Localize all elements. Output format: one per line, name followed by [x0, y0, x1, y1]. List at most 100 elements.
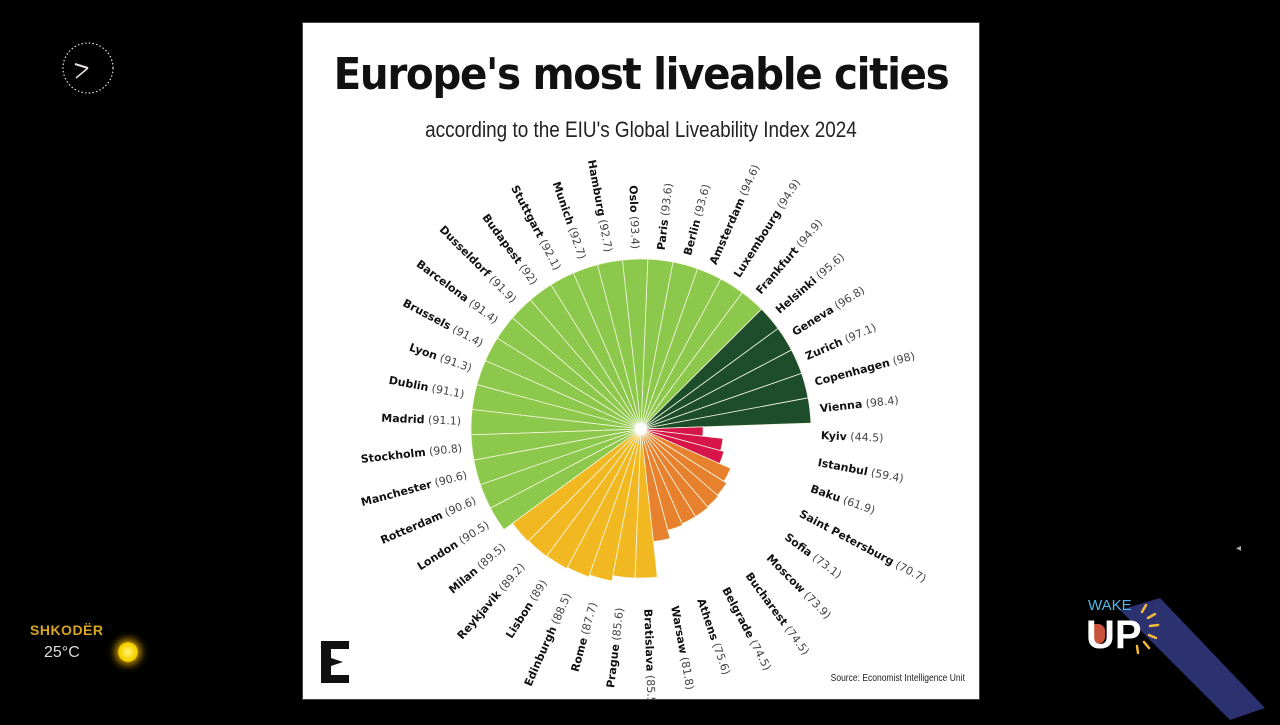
label-saint-petersburg: Saint Petersburg (70.7) — [797, 507, 928, 585]
city-score: (75.6) — [709, 638, 733, 677]
label-athens: Athens (75.6) — [694, 597, 732, 677]
city-name: Moscow — [764, 552, 808, 596]
city-name: Oslo — [626, 185, 640, 213]
chart-subtitle: according to the EIU's Global Liveabilit… — [425, 117, 857, 142]
city-name: Reykjavik — [455, 588, 504, 642]
city-name: London — [415, 538, 461, 573]
city-score: (90.8) — [425, 442, 463, 459]
city-score: (70.7) — [890, 557, 928, 586]
city-score: (88.5) — [547, 591, 574, 630]
city-score: (98) — [888, 349, 917, 368]
chart-center — [635, 423, 647, 435]
city-score: (87.7) — [578, 601, 600, 640]
label-berlin: Berlin (93.6) — [681, 183, 713, 257]
city-name: Berlin — [681, 218, 703, 257]
city-name: Stuttgart — [508, 183, 546, 240]
infographic-card: Europe's most liveable cities according … — [302, 22, 980, 700]
wedge-moscow — [640, 428, 720, 508]
logo-up: UP — [1086, 613, 1142, 657]
city-score: (61.9) — [838, 493, 877, 517]
city-score: (74.5) — [745, 634, 774, 672]
polar-chart: Vienna (98.4) Copenhagen (98)Zurich (97.1… — [360, 159, 929, 699]
city-score: (90.6) — [439, 494, 478, 520]
label-vienna: Vienna (98.4) — [819, 394, 899, 416]
city-score: (81.8) — [677, 653, 697, 691]
wake-up-logo: WAKE UP — [1080, 590, 1280, 720]
source-note: Source: Economist Intelligence Unit — [830, 673, 965, 684]
sun-icon — [118, 642, 138, 662]
chart-title: Europe's most liveable cities — [333, 49, 950, 100]
city-score: (85.6) — [609, 607, 626, 645]
city-score: (90.5) — [454, 518, 492, 548]
city-name: Kyiv — [821, 429, 848, 443]
city-name: Lisbon — [503, 600, 536, 641]
city-score: (89.5) — [472, 541, 508, 575]
clock-icon — [62, 42, 114, 94]
city-score: (93.6) — [658, 182, 675, 220]
city-score: (95.6) — [811, 250, 847, 284]
city-name: Istanbul — [817, 456, 869, 478]
label-copenhagen: Copenhagen (98) — [813, 349, 916, 388]
wedge-sofia — [640, 428, 728, 496]
wedge-edinburgh — [566, 428, 642, 578]
city-score: (92.7) — [595, 215, 615, 253]
city-name: Warsaw — [668, 605, 690, 655]
label-warsaw: Warsaw (81.8) — [668, 605, 696, 691]
city-name: Barcelona — [414, 258, 471, 305]
city-name: Prague — [604, 643, 622, 688]
city-name: Hamburg — [585, 159, 608, 218]
city-score: (98.4) — [862, 394, 900, 411]
city-score: (73.9) — [799, 587, 834, 622]
city-name: Rotterdam — [379, 509, 445, 547]
city-name: Paris — [655, 218, 672, 251]
wedge-rome — [588, 428, 642, 582]
economist-logo: E — [319, 641, 351, 683]
city-name: Madrid — [381, 412, 425, 427]
city-name: Rome — [569, 636, 591, 673]
cursor-icon: ◂ — [1236, 543, 1242, 554]
city-score: (92.1) — [535, 234, 564, 272]
city-name: Zurich — [803, 335, 844, 363]
city-score: (91.4) — [463, 294, 500, 326]
label-hamburg: Hamburg (92.7) — [585, 159, 615, 253]
city-name: Budapest — [480, 211, 525, 266]
label-baku: Baku (61.9) — [809, 482, 877, 517]
label-lyon: Lyon (91.3) — [408, 341, 474, 375]
city-score: (85.5) — [643, 671, 657, 699]
wedge-istanbul — [640, 428, 724, 452]
city-name: Helsinki — [773, 274, 819, 316]
city-score: (97.1) — [840, 321, 879, 347]
city-score: (91.1) — [427, 381, 465, 401]
label-dublin: Dublin (91.1) — [388, 374, 466, 401]
city-name: Munich — [550, 180, 577, 227]
city-score: (93.4) — [627, 212, 641, 249]
city-name: Geneva — [790, 303, 836, 339]
city-score: (93.6) — [691, 183, 713, 222]
city-name: Athens — [694, 597, 721, 643]
logo-text: E — [319, 641, 320, 642]
label-paris: Paris (93.6) — [655, 182, 676, 251]
wedge-bratislava — [634, 428, 658, 579]
wedge-bucharest — [640, 428, 709, 518]
label-prague: Prague (85.6) — [604, 607, 626, 689]
wedge-athens — [640, 428, 684, 531]
city-name: Stockholm — [360, 446, 426, 466]
label-rome: Rome (87.7) — [569, 601, 600, 673]
label-kyiv: Kyiv (44.5) — [821, 429, 884, 444]
city-name: Vienna — [819, 398, 863, 416]
label-oslo: Oslo (93.4) — [626, 185, 641, 249]
city-score: (89.2) — [494, 561, 528, 597]
city-score: (91.4) — [447, 321, 485, 350]
label-istanbul: Istanbul (59.4) — [817, 456, 905, 485]
wedge-kyiv — [640, 426, 704, 437]
weather-widget: SHKODËR 25°C — [30, 622, 104, 662]
city-score: (89) — [525, 577, 550, 606]
city-name: Brussels — [401, 296, 454, 332]
wedge-saint-petersburg — [640, 428, 732, 482]
weather-temperature: 25°C — [44, 644, 80, 661]
city-score: (74.5) — [780, 620, 812, 657]
wedge-lisbon — [546, 428, 642, 570]
wedge-london — [489, 428, 642, 531]
wedge-milan — [511, 428, 642, 542]
city-score: (44.5) — [847, 430, 884, 444]
